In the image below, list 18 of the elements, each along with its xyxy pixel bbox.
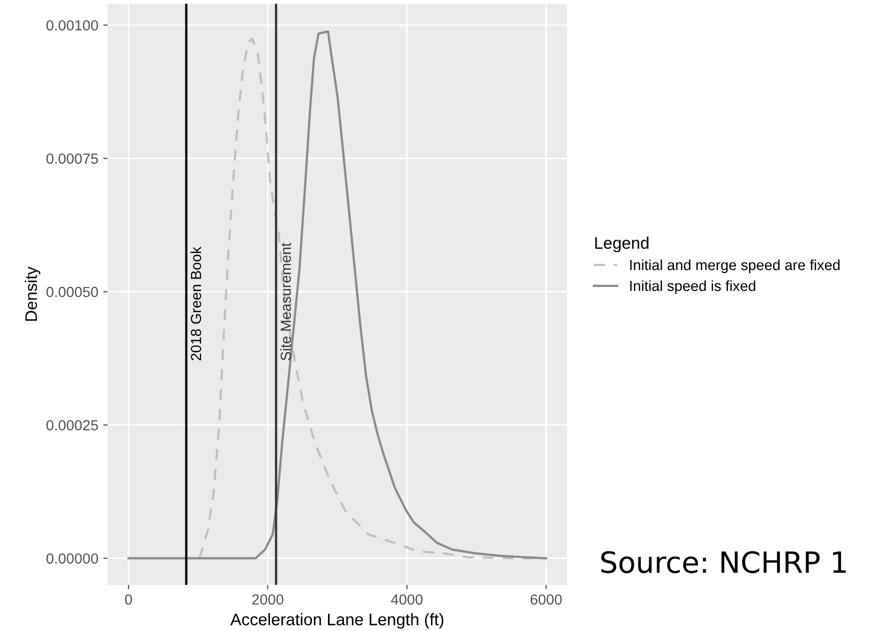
y-tick-label: 0.00100: [46, 20, 98, 31]
line-series: [127, 30, 548, 560]
legend-label: Initial speed is fixed: [630, 280, 756, 294]
ref-line-label: 2018 Green Book: [190, 246, 202, 360]
x-axis-title: Acceleration Lane Length (ft): [230, 613, 444, 629]
y-tick-label: 0.00075: [46, 154, 98, 164]
y-tick-label: 0.00000: [46, 553, 98, 564]
ref-line-label: Site Measurement: [280, 242, 291, 360]
x-tick-label: 4000: [391, 594, 423, 605]
y-axis-title: Density: [24, 266, 40, 321]
legend-label: Initial and merge speed are fixed: [630, 259, 840, 274]
x-tick-label: 2000: [252, 594, 284, 605]
x-tick-label: 0: [125, 594, 132, 605]
source-note: Source: NCHRP 1: [601, 551, 846, 574]
y-tick-label: 0.00050: [46, 286, 98, 298]
legend-title: Legend: [595, 236, 648, 252]
x-tick-label: 6000: [530, 594, 562, 605]
y-tick-label: 0.00025: [46, 420, 98, 430]
